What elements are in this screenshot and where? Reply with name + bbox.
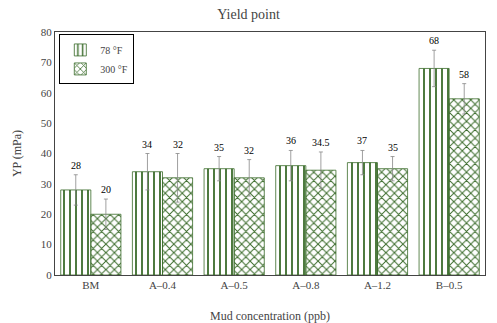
svg-text:36: 36 — [286, 135, 296, 146]
svg-text:300 °F: 300 °F — [100, 64, 127, 75]
svg-text:58: 58 — [459, 69, 469, 80]
svg-text:A–0.8: A–0.8 — [292, 279, 320, 291]
svg-text:37: 37 — [357, 135, 367, 146]
svg-text:Mud concentration (ppb): Mud concentration (ppb) — [210, 309, 330, 323]
svg-text:20: 20 — [41, 208, 53, 220]
svg-text:34.5: 34.5 — [312, 137, 330, 148]
svg-text:BM: BM — [82, 279, 99, 291]
svg-text:35: 35 — [214, 142, 224, 153]
svg-text:B–0.5: B–0.5 — [436, 279, 463, 291]
svg-text:Yield point: Yield point — [217, 7, 280, 22]
svg-text:30: 30 — [41, 178, 53, 190]
svg-text:YP (mPa): YP (mPa) — [10, 130, 24, 177]
svg-text:35: 35 — [388, 142, 398, 153]
svg-text:60: 60 — [41, 87, 53, 99]
svg-text:A–1.2: A–1.2 — [364, 279, 391, 291]
svg-text:34: 34 — [142, 139, 152, 150]
svg-text:78 °F: 78 °F — [100, 45, 122, 56]
svg-text:40: 40 — [41, 147, 53, 159]
svg-text:32: 32 — [244, 145, 254, 156]
svg-text:A–0.4: A–0.4 — [149, 279, 177, 291]
svg-text:10: 10 — [41, 238, 53, 250]
svg-text:80: 80 — [41, 26, 53, 38]
svg-text:32: 32 — [173, 139, 183, 150]
svg-text:68: 68 — [429, 35, 439, 46]
svg-text:20: 20 — [101, 184, 111, 195]
svg-text:50: 50 — [41, 117, 53, 129]
svg-text:0: 0 — [46, 269, 52, 281]
svg-text:70: 70 — [41, 56, 53, 68]
svg-text:A–0.5: A–0.5 — [221, 279, 249, 291]
svg-text:28: 28 — [71, 160, 81, 171]
